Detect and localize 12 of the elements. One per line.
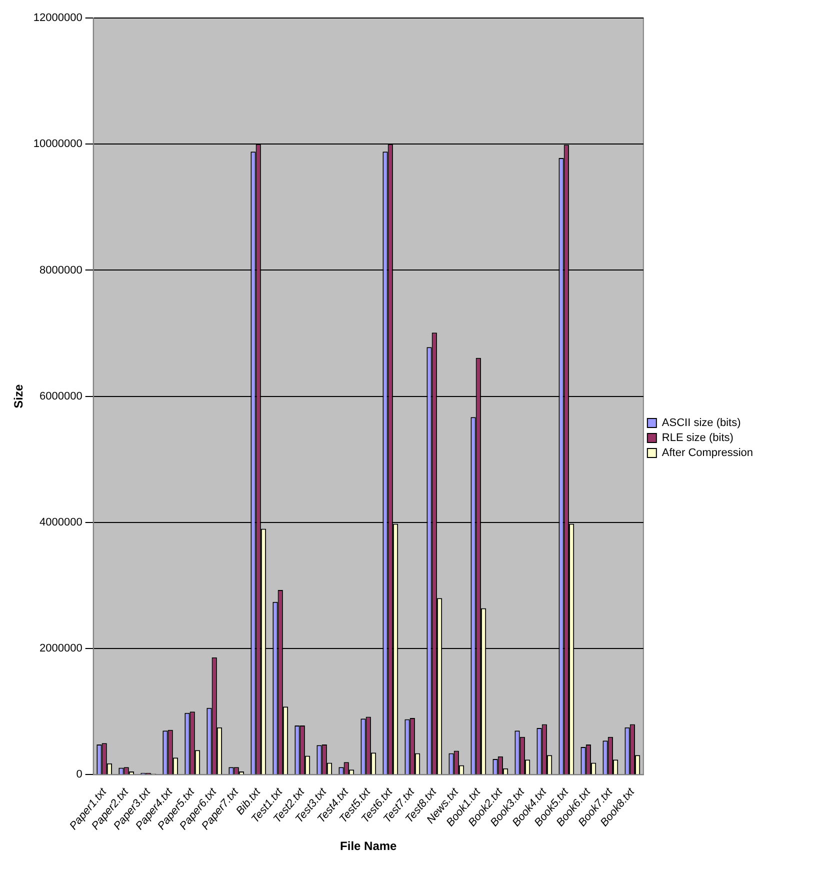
y-tick-label: 0: [76, 768, 82, 781]
y-tick-label: 12000000: [33, 12, 82, 24]
x-axis-title: File Name: [340, 839, 398, 854]
legend-label: RLE size (bits): [662, 432, 734, 444]
legend-label: After Compression: [662, 447, 754, 460]
y-tick-label: 2000000: [40, 642, 82, 655]
y-tick-label: 6000000: [40, 390, 82, 402]
y-tick-label: 4000000: [40, 516, 82, 528]
y-axis-title: Size: [12, 384, 26, 408]
y-tick-label: 8000000: [40, 264, 82, 276]
legend-label: ASCII size (bits): [662, 417, 741, 430]
y-tick-label: 10000000: [33, 138, 82, 150]
